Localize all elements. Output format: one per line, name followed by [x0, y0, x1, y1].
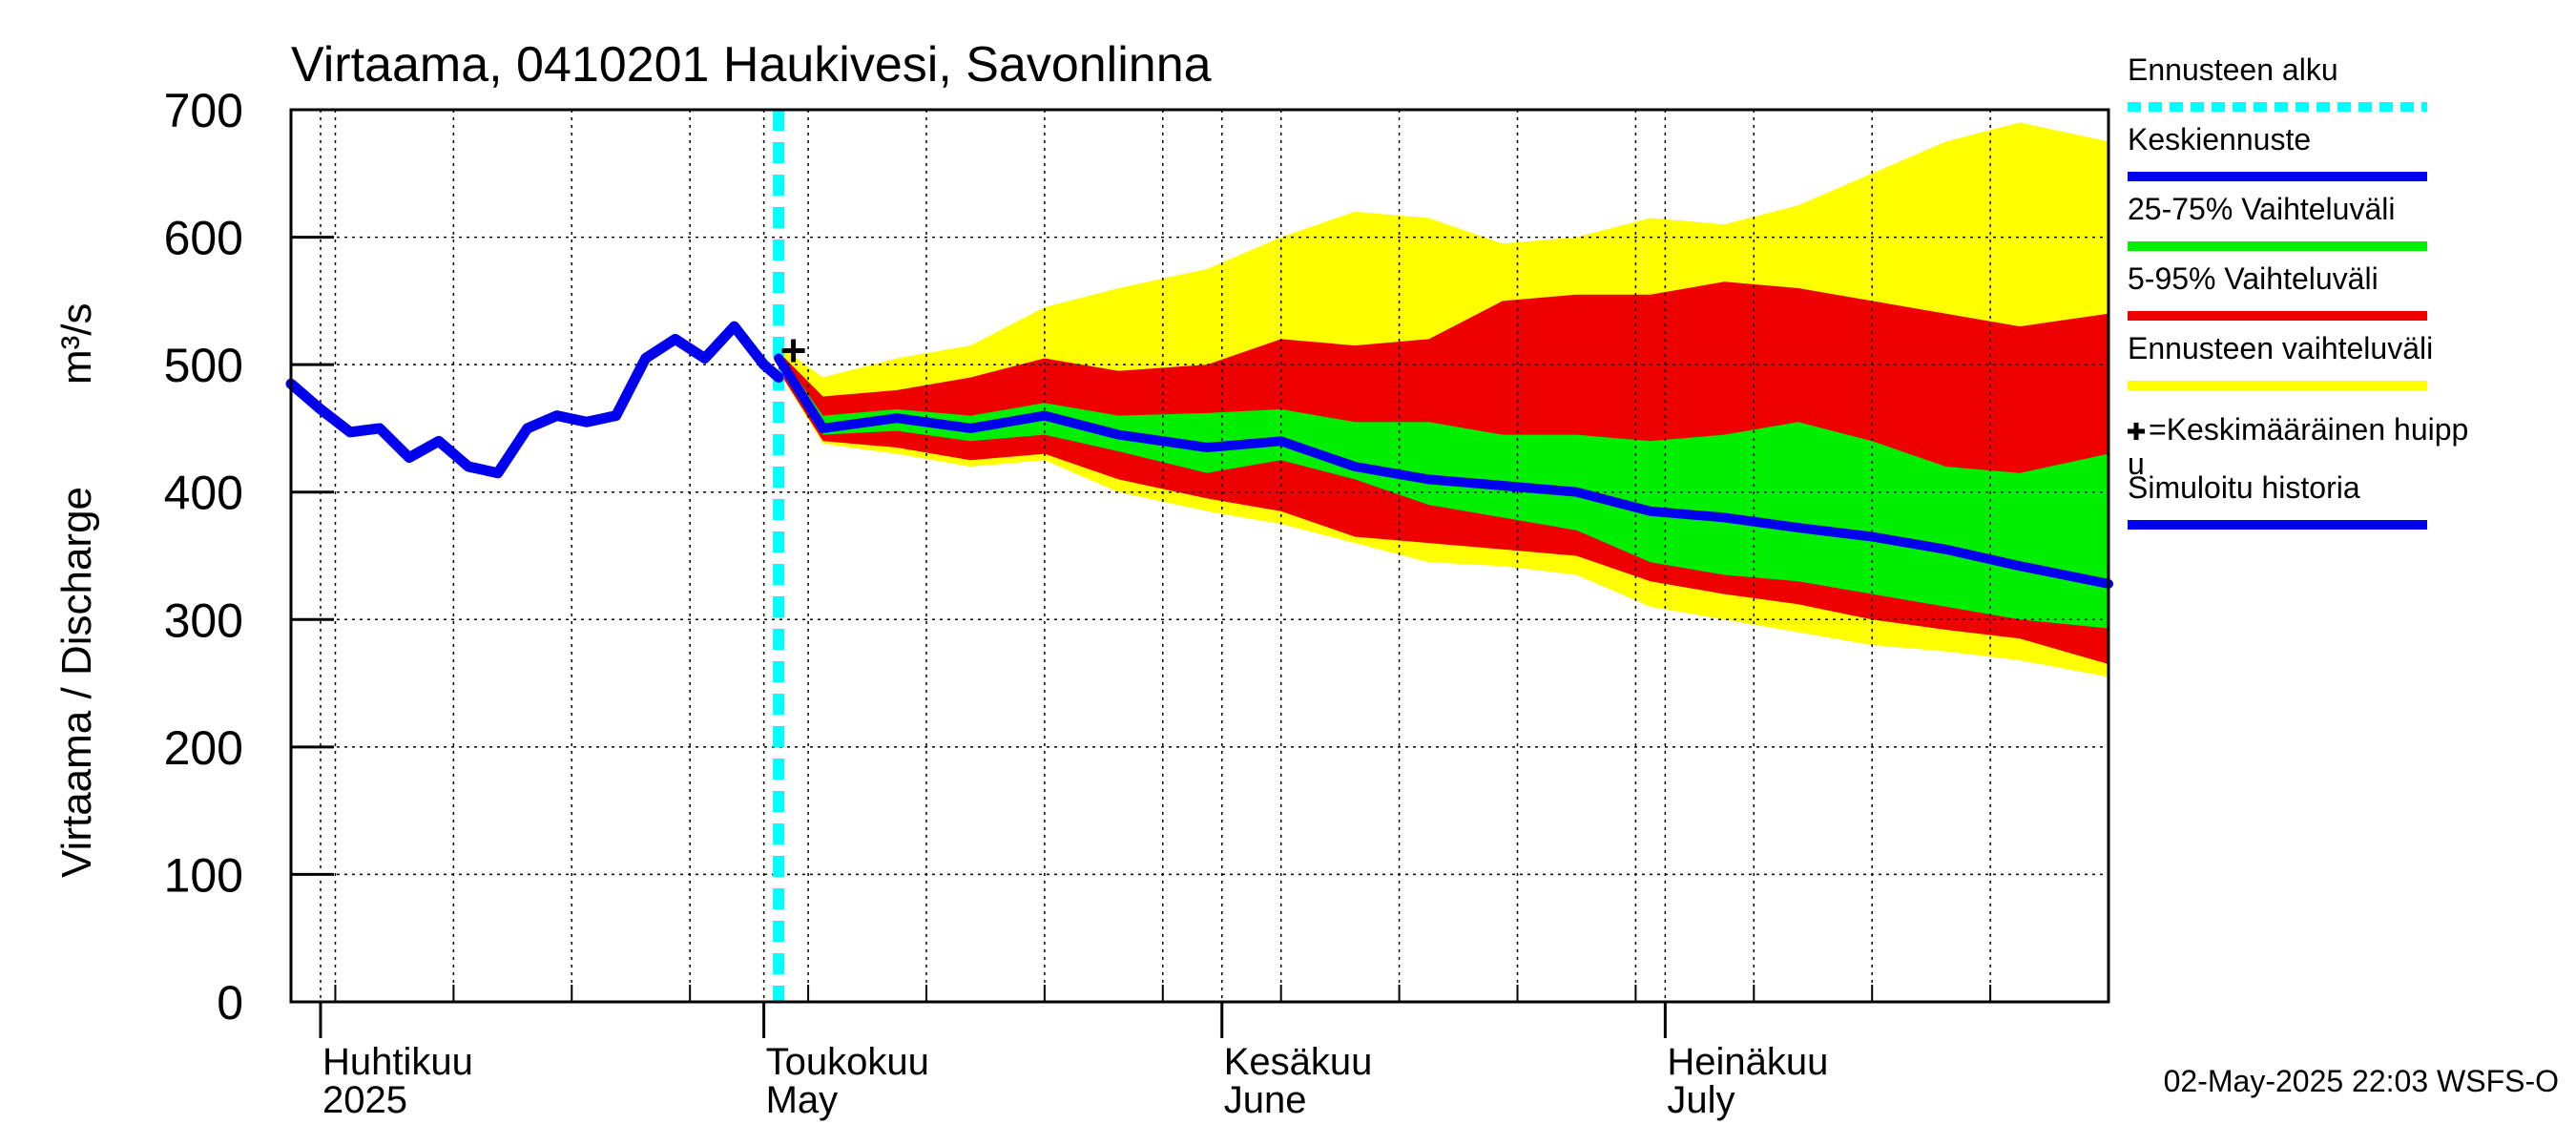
legend: Ennusteen alku Keskiennuste 25-75% Vaihtel… [2128, 52, 2468, 530]
y-tick-label: 200 [164, 721, 243, 775]
x-month-label: Heinäkuu [1667, 1041, 1828, 1083]
y-tick-label: 600 [164, 212, 243, 265]
y-tick-label: 100 [164, 848, 243, 902]
series-history-line [285, 321, 784, 479]
y-tick-label: 700 [164, 84, 243, 137]
x-month-label: Toukokuu [766, 1041, 929, 1083]
legend-peak-marker [2128, 423, 2145, 440]
y-tick-label: 300 [164, 593, 243, 647]
y-axis-label: Virtaama / Discharge [53, 487, 100, 878]
band-25-75 [779, 351, 2109, 629]
forecast-bands [779, 122, 2109, 677]
x-month-label-2: 2025 [322, 1079, 407, 1121]
x-month-label: Huhtikuu [322, 1041, 473, 1083]
legend-label: Ennusteen vaihteluväli [2128, 331, 2433, 365]
x-month-label-2: July [1667, 1079, 1735, 1121]
legend-label: Ennusteen alku [2128, 52, 2338, 87]
x-month-label-2: May [766, 1079, 839, 1121]
legend-label-2: u [2128, 447, 2145, 481]
x-month-label: Kesäkuu [1224, 1041, 1373, 1083]
y-tick-label: 500 [164, 339, 243, 392]
legend-label: Keskiennuste [2128, 122, 2311, 156]
series-lines [285, 110, 2113, 1002]
y-tick-label: 400 [164, 467, 243, 520]
plot-frame [289, 108, 2110, 1004]
legend-label: Simuloitu historia [2128, 470, 2360, 505]
mean-peak-marker [781, 339, 805, 363]
legend-label: 5-95% Vaihteluväli [2128, 261, 2379, 296]
y-tick-label: 0 [217, 976, 243, 1030]
y-axis-unit: m³/s [53, 302, 100, 385]
series-mean-forecast-line [774, 353, 2113, 589]
timestamp: 02-May-2025 22:03 WSFS-O [2164, 1064, 2559, 1098]
chart-title: Virtaama, 0410201 Haukivesi, Savonlinna [291, 37, 1212, 93]
legend-label: =Keskimääräinen huipp [2149, 412, 2468, 447]
legend-label: 25-75% Vaihteluväli [2128, 192, 2395, 226]
x-month-label-2: June [1224, 1079, 1307, 1121]
